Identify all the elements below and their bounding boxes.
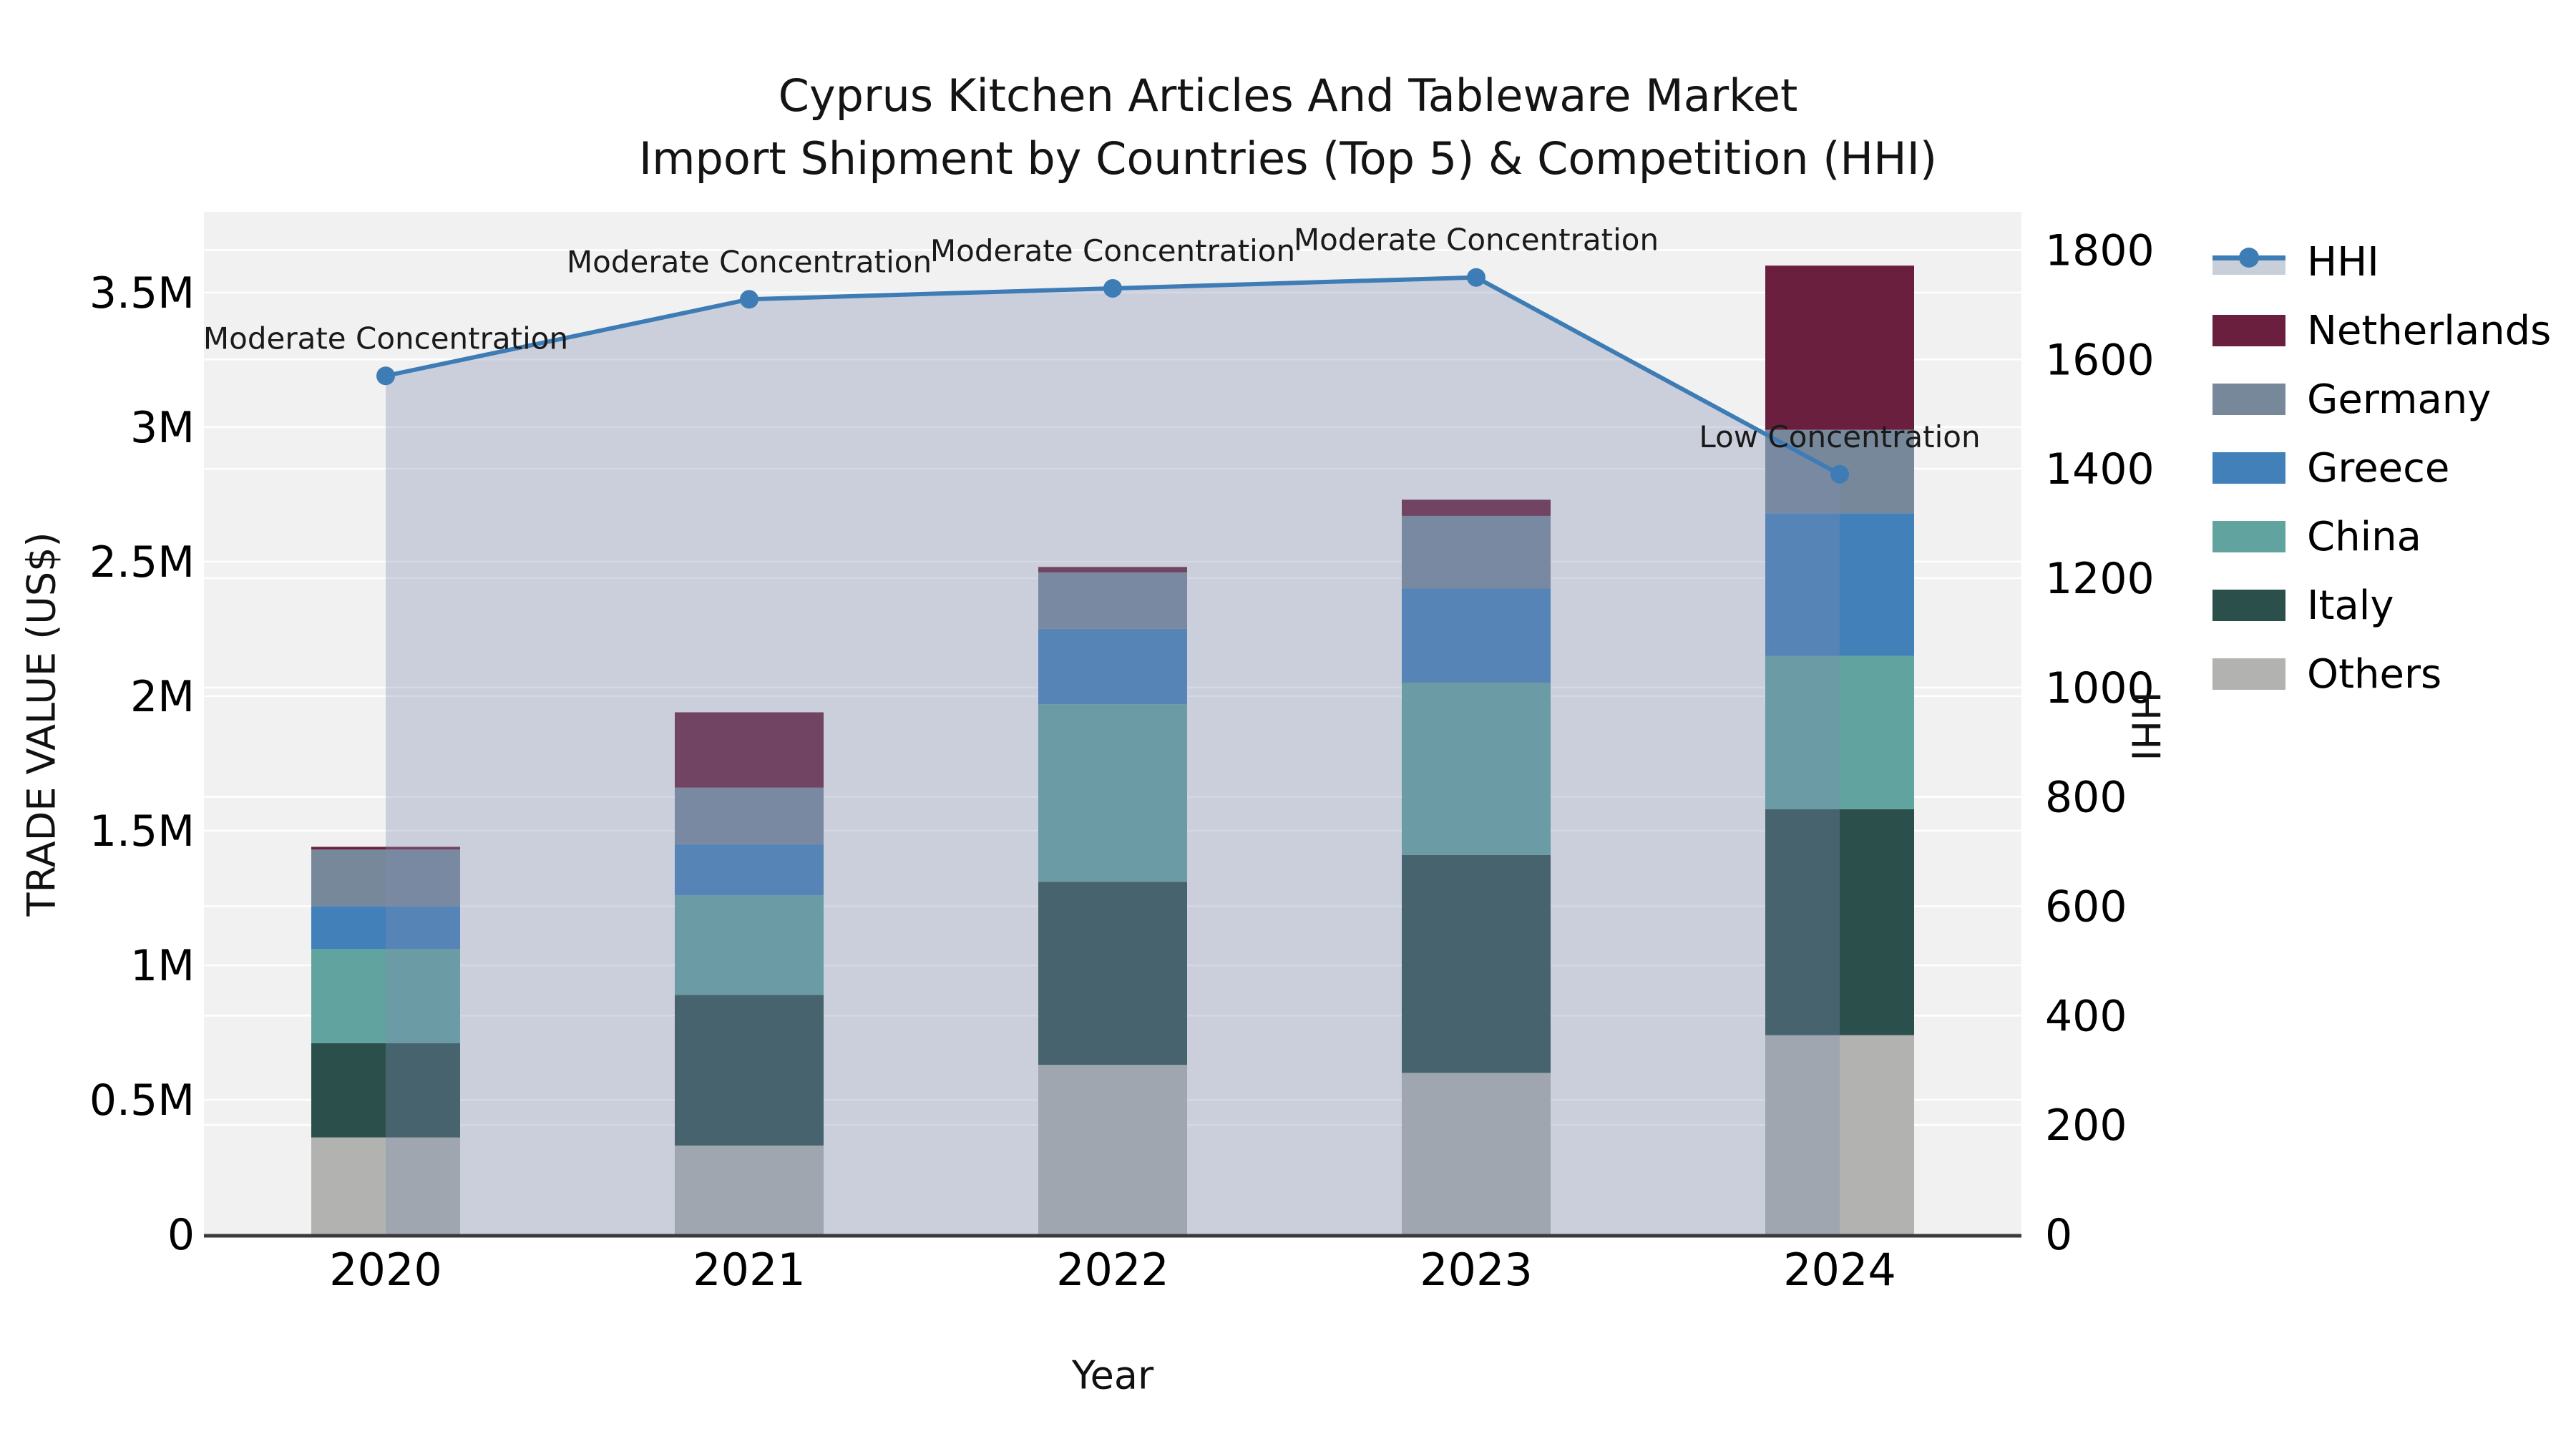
- x-tick-label: 2020: [329, 1244, 442, 1296]
- y-left-tick-label: 0.5M: [89, 1075, 195, 1126]
- y-left-tick-label: 1.5M: [89, 806, 195, 857]
- chart-title-line2: Import Shipment by Countries (Top 5) & C…: [638, 132, 1938, 185]
- y-left-tick-label: 2M: [130, 672, 195, 722]
- bar-segment-germany-2023: [1402, 515, 1551, 589]
- legend-hhi-line-swatch: [2212, 246, 2285, 278]
- annotation-2023: Moderate Concentration: [1294, 223, 1659, 258]
- bar-segment-china-2021: [675, 895, 824, 995]
- legend-swatch-others: [2212, 658, 2285, 690]
- bar-segment-others-2023: [1402, 1073, 1551, 1234]
- hhi-marker-2023: [1467, 268, 1485, 287]
- x-tick-label: 2024: [1783, 1244, 1896, 1296]
- bar-segment-greece-2020: [311, 906, 460, 950]
- y-axis-label-right: HHI: [2122, 691, 2168, 761]
- bar-segment-netherlands-2022: [1038, 567, 1187, 572]
- y-right-tick-label: 200: [2045, 1101, 2127, 1151]
- legend-item-others: Others: [2212, 640, 2551, 708]
- legend-item-netherlands: Netherlands: [2212, 296, 2551, 365]
- y-right-tick-label: 1600: [2045, 335, 2155, 385]
- legend-label-greece: Greece: [2307, 444, 2450, 492]
- y-right-tick-label: 600: [2045, 882, 2127, 932]
- bar-segment-greece-2023: [1402, 588, 1551, 683]
- bar-segment-china-2024: [1765, 655, 1914, 809]
- bar-segment-netherlands-2020: [311, 847, 460, 850]
- y-left-tick-label: 3M: [130, 403, 195, 453]
- legend-label-germany: Germany: [2307, 376, 2492, 423]
- annotation-2021: Moderate Concentration: [567, 244, 932, 279]
- hhi-marker-2022: [1103, 278, 1122, 298]
- bar-segment-china-2023: [1402, 683, 1551, 855]
- legend-label-hhi: HHI: [2307, 238, 2379, 286]
- legend-swatch-netherlands: [2212, 315, 2285, 346]
- bar-segment-others-2021: [675, 1145, 824, 1234]
- x-axis-label: Year: [1071, 1352, 1154, 1398]
- legend-label-netherlands: Netherlands: [2307, 307, 2552, 354]
- bar-segment-china-2020: [311, 949, 460, 1044]
- bar-segment-italy-2024: [1765, 809, 1914, 1035]
- y-left-tick-label: 2.5M: [89, 537, 195, 587]
- legend-swatch-china: [2212, 521, 2285, 552]
- hhi-marker-2024: [1830, 464, 1849, 484]
- x-tick-label: 2023: [1420, 1244, 1533, 1296]
- chart-title: Cyprus Kitchen Articles And Tableware Ma…: [0, 64, 2576, 190]
- hhi-marker-2020: [376, 366, 395, 386]
- x-tick-label: 2021: [693, 1244, 806, 1296]
- legend-swatch-greece: [2212, 452, 2285, 484]
- annotation-2020: Moderate Concentration: [203, 321, 568, 356]
- y-left-tick-label: 0: [167, 1210, 195, 1260]
- legend-item-italy: Italy: [2212, 571, 2551, 640]
- hhi-area: [386, 277, 1840, 1234]
- bar-segment-germany-2021: [675, 787, 824, 844]
- bar-segment-greece-2021: [675, 844, 824, 896]
- y-right-tick-label: 800: [2045, 773, 2127, 823]
- legend-swatch-italy: [2212, 590, 2285, 621]
- y-right-tick-label: 400: [2045, 991, 2127, 1041]
- chart-title-line1: Cyprus Kitchen Articles And Tableware Ma…: [778, 69, 1798, 122]
- legend-item-germany: Germany: [2212, 365, 2551, 434]
- bar-segment-netherlands-2021: [675, 712, 824, 788]
- y-right-tick-label: 0: [2045, 1210, 2072, 1260]
- bar-segment-germany-2022: [1038, 572, 1187, 629]
- legend-item-hhi: HHI: [2212, 228, 2551, 296]
- y-right-tick-label: 1800: [2045, 225, 2155, 275]
- y-left-tick-label: 1M: [130, 941, 195, 991]
- bar-segment-others-2020: [311, 1137, 460, 1234]
- bar-segment-china-2022: [1038, 704, 1187, 882]
- legend-item-greece: Greece: [2212, 434, 2551, 502]
- bar-segment-others-2024: [1765, 1035, 1914, 1234]
- legend: HHI Netherlands Germany Greece China Italy Oth…: [2212, 228, 2551, 708]
- legend-swatch-germany: [2212, 384, 2285, 415]
- legend-hhi-marker-icon: [2239, 248, 2259, 268]
- bar-segment-netherlands-2024: [1765, 265, 1914, 430]
- annotation-2024: Low Concentration: [1699, 419, 1980, 454]
- bar-segment-italy-2020: [311, 1043, 460, 1138]
- y-right-tick-label: 1000: [2045, 663, 2155, 713]
- bar-segment-others-2022: [1038, 1065, 1187, 1234]
- y-left-tick-label: 3.5M: [89, 268, 195, 318]
- bar-segment-greece-2024: [1765, 513, 1914, 656]
- y-right-tick-label: 1400: [2045, 444, 2155, 494]
- bar-segment-germany-2020: [311, 849, 460, 907]
- legend-item-china: China: [2212, 502, 2551, 571]
- legend-label-italy: Italy: [2307, 582, 2394, 629]
- legend-label-others: Others: [2307, 650, 2442, 698]
- y-right-tick-label: 1200: [2045, 554, 2155, 604]
- bar-segment-netherlands-2023: [1402, 499, 1551, 516]
- bar-segment-italy-2022: [1038, 882, 1187, 1065]
- legend-label-china: China: [2307, 513, 2421, 560]
- annotation-2022: Moderate Concentration: [930, 233, 1295, 268]
- hhi-marker-2021: [740, 290, 758, 309]
- bar-segment-italy-2023: [1402, 854, 1551, 1073]
- y-axis-label-left: TRADE VALUE (US$): [19, 532, 64, 917]
- bar-segment-italy-2021: [675, 995, 824, 1146]
- bar-segment-greece-2022: [1038, 628, 1187, 705]
- x-tick-label: 2022: [1056, 1244, 1169, 1296]
